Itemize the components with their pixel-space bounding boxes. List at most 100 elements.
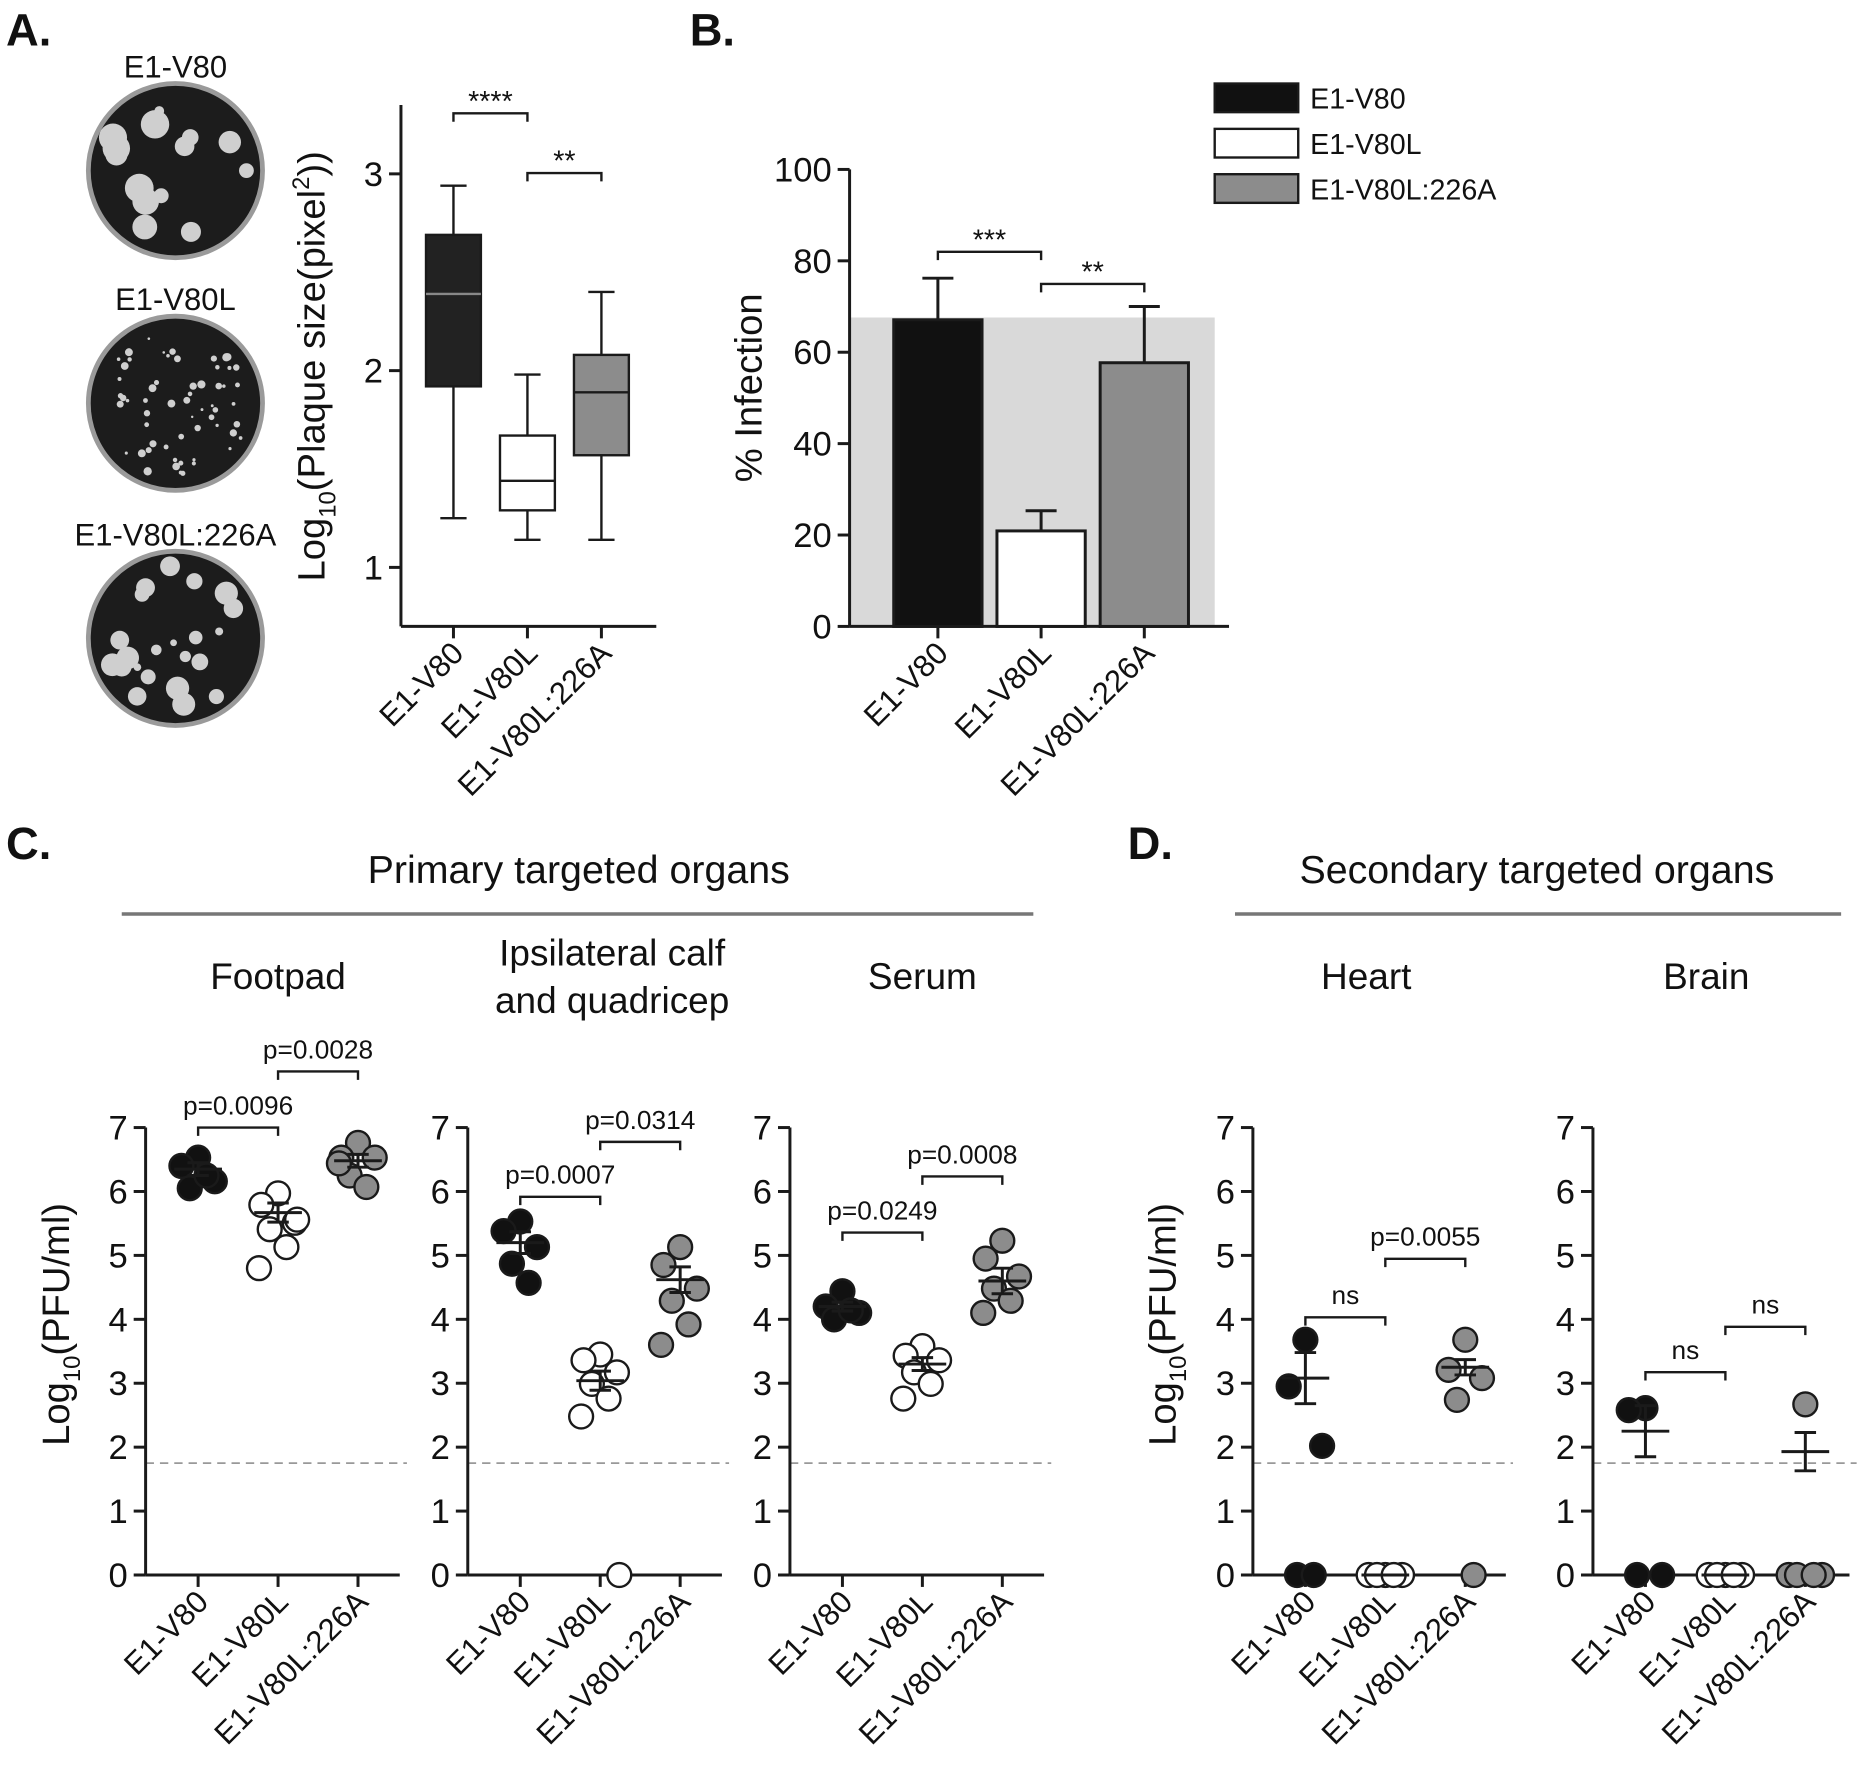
y-tick-label: 3	[108, 1365, 127, 1403]
plaque-spot	[178, 433, 185, 440]
data-point	[972, 1245, 999, 1272]
y-tick-label: 6	[431, 1173, 450, 1211]
y-tick-label: 100	[774, 151, 832, 189]
panel-label: D.	[1128, 818, 1173, 869]
y-tick-label: 60	[793, 334, 831, 372]
chart-title: Heart	[1321, 956, 1411, 997]
y-tick-label: 5	[1556, 1237, 1575, 1275]
chart-title: Serum	[868, 956, 977, 997]
plaque-spot	[229, 429, 237, 437]
plaque-spot	[137, 449, 146, 458]
y-tick-label: 6	[1556, 1173, 1575, 1211]
plaque-spot	[116, 646, 140, 670]
y-axis-label-part: 2	[288, 177, 315, 190]
sig-label: p=0.0314	[585, 1105, 695, 1135]
data-point	[1460, 1561, 1487, 1589]
plaque-spot	[233, 420, 241, 428]
data-point	[917, 1370, 944, 1398]
group-title: Secondary targeted organs	[1299, 848, 1774, 892]
data-point	[361, 1144, 388, 1171]
plaque-dish	[85, 81, 265, 261]
sig-label: **	[1082, 257, 1104, 289]
plaque-spot	[215, 364, 220, 370]
box	[572, 353, 631, 457]
plaque-spot	[192, 458, 196, 462]
data-point	[168, 1152, 195, 1180]
data-point	[595, 1385, 622, 1412]
y-tick-label: 1	[1556, 1493, 1575, 1531]
sig-label: p=0.0007	[505, 1160, 615, 1190]
y-tick-label: 6	[108, 1173, 127, 1211]
data-point	[523, 1233, 551, 1261]
y-tick-label: 2	[753, 1429, 772, 1467]
plaque-spot	[120, 362, 129, 370]
plaque-spot	[231, 401, 236, 406]
plaque-spot	[174, 355, 181, 363]
y-axis-label-part: (Plaque size(pixel	[291, 190, 334, 491]
data-point	[1292, 1326, 1319, 1353]
bar	[995, 529, 1087, 628]
plaque-spot	[153, 188, 169, 204]
plaque-spot	[194, 424, 201, 432]
data-point	[970, 1299, 997, 1327]
plaque-spot	[167, 399, 176, 408]
data-point	[683, 1275, 710, 1302]
data-point	[890, 1385, 917, 1412]
sig-bracket	[936, 250, 1043, 261]
y-tick-label: 20	[793, 517, 831, 555]
legend-label: E1-V80L	[1310, 129, 1421, 161]
data-point	[1649, 1561, 1676, 1589]
sig-bracket	[1039, 282, 1146, 293]
y-axis-label-part: 10	[314, 491, 341, 518]
data-point	[570, 1347, 597, 1374]
y-tick-label: 4	[431, 1301, 450, 1339]
plaque-spot	[116, 357, 121, 361]
sig-bracket	[841, 1231, 924, 1241]
y-tick-label: 2	[364, 353, 383, 391]
chart-title: and quadricep	[495, 980, 729, 1021]
plaque-spot	[189, 382, 197, 390]
y-tick-label: 1	[753, 1493, 772, 1531]
plaque-spot	[197, 380, 206, 389]
plaque-spot	[191, 461, 196, 466]
legend-swatch	[1213, 82, 1300, 114]
plaque-spot	[116, 400, 124, 408]
plaque-spot	[151, 644, 162, 656]
sig-bracket	[1384, 1257, 1467, 1268]
sig-bracket	[1724, 1325, 1807, 1336]
sig-label: p=0.0008	[907, 1139, 1017, 1169]
plaque-spot	[124, 451, 128, 455]
plaque-spot	[183, 396, 191, 404]
sig-bracket	[276, 1070, 360, 1080]
plaque-spot	[188, 630, 203, 645]
y-tick-label: 1	[108, 1493, 127, 1531]
sig-bracket	[1304, 1316, 1387, 1326]
sig-label: ***	[973, 224, 1006, 256]
panel-label: B.	[690, 4, 735, 55]
data-point	[568, 1403, 595, 1430]
sig-label: p=0.0249	[827, 1195, 937, 1225]
plaque-spot	[190, 415, 194, 419]
chart-title: Footpad	[210, 956, 346, 997]
y-tick-label: 1	[1216, 1493, 1235, 1531]
sig-label: ns	[1672, 1335, 1700, 1365]
plaque-spot	[208, 688, 224, 705]
data-point	[1275, 1373, 1302, 1400]
y-axis-label: Log10(Plaque size(pixel2))	[288, 151, 341, 581]
plaque-spot	[215, 627, 224, 636]
plaque-spot	[132, 214, 158, 240]
legend-swatch	[1213, 127, 1300, 159]
sig-bracket	[519, 1195, 602, 1206]
y-tick-label: 3	[1556, 1365, 1575, 1403]
plaque-spot	[149, 440, 157, 448]
sig-bracket	[452, 112, 529, 122]
plaque-spot	[124, 348, 133, 357]
sig-label: p=0.0055	[1370, 1222, 1480, 1252]
sig-bracket	[196, 1126, 280, 1136]
group-title: Primary targeted organs	[368, 848, 790, 892]
data-point	[1800, 1561, 1827, 1589]
data-point	[1468, 1365, 1496, 1392]
plaque-spot	[178, 460, 184, 466]
data-point	[1452, 1326, 1479, 1353]
plaque-spot	[200, 408, 204, 412]
